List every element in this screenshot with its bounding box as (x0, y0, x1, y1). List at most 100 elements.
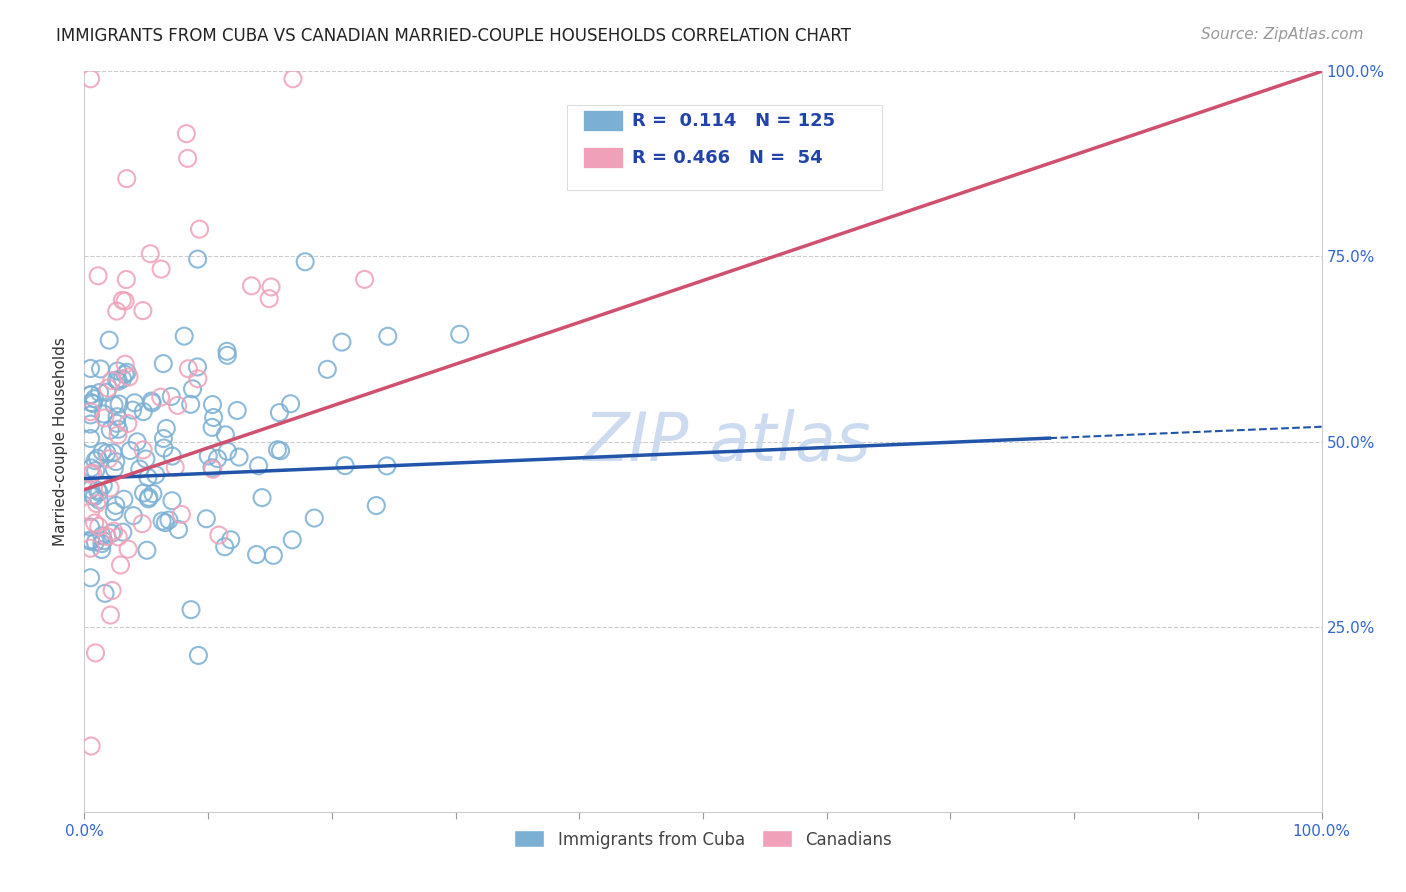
Point (117, 542, 139, 557)
Point (333, 458, 356, 473)
Point (188, 222, 211, 236)
Point (207, 451, 229, 466)
Point (79, 571, 101, 585)
Point (80, 461, 103, 475)
Point (79, 534, 101, 549)
Legend: Immigrants from Cuba, Canadians: Immigrants from Cuba, Canadians (508, 823, 898, 855)
Point (114, 357, 136, 371)
Point (97, 451, 120, 466)
Point (107, 530, 129, 544)
Point (79, 541, 101, 556)
Point (269, 406, 291, 420)
Point (132, 442, 155, 457)
Point (201, 462, 224, 476)
Point (180, 602, 202, 616)
Point (181, 382, 204, 396)
Point (117, 417, 139, 431)
Point (79, 71, 101, 86)
Point (165, 460, 187, 475)
Point (105, 304, 128, 318)
Point (96, 529, 118, 543)
Point (167, 523, 190, 537)
Point (281, 71, 304, 86)
Point (281, 533, 304, 547)
Point (187, 648, 209, 663)
Point (80, 387, 103, 401)
Point (79, 432, 101, 446)
Point (132, 303, 155, 318)
Point (132, 404, 155, 418)
Point (197, 449, 219, 463)
Point (79, 483, 101, 497)
Point (208, 528, 231, 542)
Y-axis label: Married-couple Households: Married-couple Households (53, 337, 69, 546)
Point (100, 608, 122, 623)
Point (132, 486, 155, 500)
Point (105, 417, 128, 431)
Point (138, 491, 160, 506)
Point (101, 374, 124, 388)
Point (84, 464, 107, 478)
Point (217, 444, 239, 458)
Point (104, 499, 127, 513)
Point (79, 467, 101, 482)
Point (160, 389, 183, 403)
Point (201, 420, 224, 434)
Point (173, 329, 195, 343)
Point (103, 504, 125, 518)
Point (89, 385, 111, 400)
Point (135, 452, 157, 467)
Point (86, 483, 108, 497)
Point (107, 374, 129, 388)
Point (87, 519, 110, 533)
Point (107, 422, 129, 436)
Point (250, 491, 273, 505)
Point (90, 362, 112, 376)
Point (87, 485, 110, 500)
Point (110, 558, 132, 572)
Point (131, 516, 153, 531)
Point (353, 272, 375, 286)
Point (101, 583, 124, 598)
FancyBboxPatch shape (567, 104, 883, 190)
Point (141, 394, 163, 409)
Point (177, 361, 200, 376)
Point (304, 511, 326, 525)
Point (79, 533, 101, 547)
Point (262, 549, 284, 563)
Point (187, 252, 209, 266)
Point (366, 499, 388, 513)
Point (104, 454, 127, 468)
Point (201, 460, 224, 475)
Point (202, 410, 225, 425)
Point (86, 497, 108, 511)
Point (121, 403, 143, 417)
Text: R = 0.466   N =  54: R = 0.466 N = 54 (633, 149, 823, 167)
Point (186, 359, 208, 374)
Point (101, 526, 124, 541)
Point (87, 493, 110, 508)
Text: Source: ZipAtlas.com: Source: ZipAtlas.com (1201, 27, 1364, 42)
Point (226, 403, 249, 417)
Point (105, 409, 128, 424)
Point (124, 396, 146, 410)
FancyBboxPatch shape (583, 110, 623, 130)
Point (136, 470, 159, 484)
Point (80, 739, 103, 753)
Point (90, 542, 112, 557)
Point (152, 432, 174, 446)
Point (91, 478, 114, 492)
Point (142, 486, 165, 500)
Point (149, 390, 172, 404)
Point (214, 427, 236, 442)
Text: R =  0.114   N = 125: R = 0.114 N = 125 (633, 112, 835, 130)
Point (330, 335, 353, 350)
Point (245, 548, 267, 562)
Point (166, 398, 188, 412)
Point (84, 646, 107, 660)
FancyBboxPatch shape (583, 147, 623, 168)
Point (98, 423, 121, 437)
Point (91, 444, 114, 458)
Point (135, 543, 157, 558)
Point (98, 333, 121, 347)
